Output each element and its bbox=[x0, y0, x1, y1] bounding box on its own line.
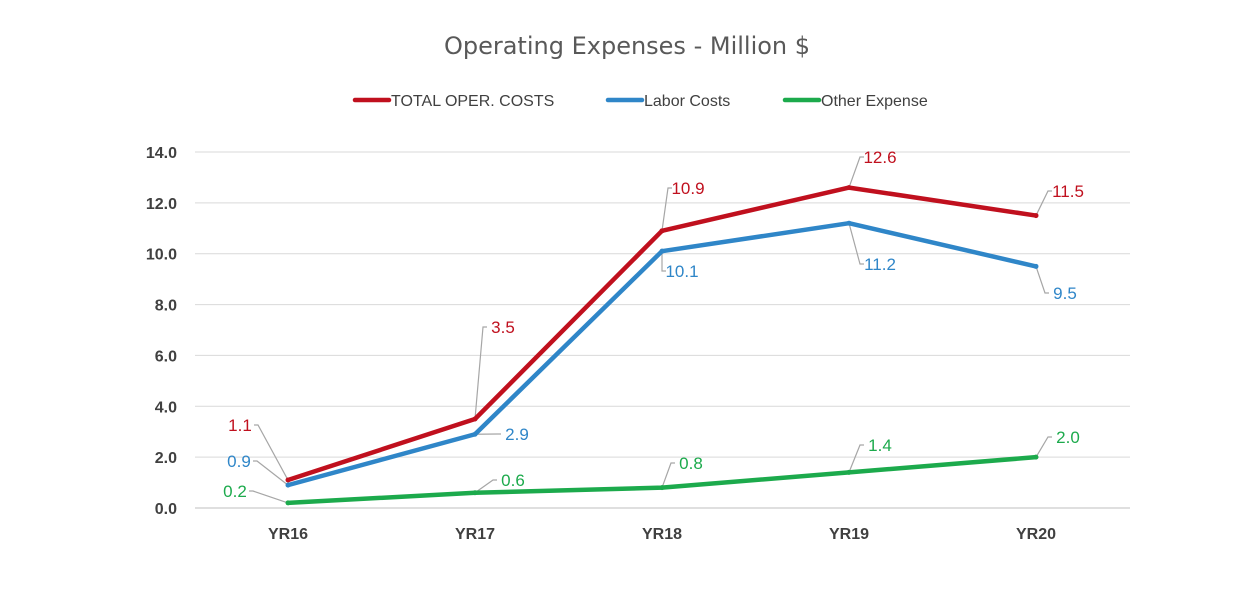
data-label: 11.2 bbox=[864, 255, 896, 274]
data-label: 1.1 bbox=[228, 416, 252, 435]
data-label: 3.5 bbox=[491, 318, 515, 337]
data-label: 1.4 bbox=[868, 436, 892, 455]
data-point bbox=[660, 485, 665, 490]
leader-line bbox=[849, 157, 864, 188]
x-tick-label: YR17 bbox=[455, 526, 495, 543]
x-tick-label: YR18 bbox=[642, 526, 682, 543]
leader-line bbox=[662, 463, 675, 488]
y-tick-label: 0.0 bbox=[155, 501, 177, 518]
data-point bbox=[1034, 264, 1039, 269]
legend-label: Labor Costs bbox=[644, 93, 730, 110]
gridlines bbox=[195, 152, 1130, 508]
data-point bbox=[847, 185, 852, 190]
x-axis: YR16 YR17 YR18 YR19 YR20 bbox=[268, 526, 1056, 543]
legend-item: Labor Costs bbox=[608, 93, 730, 110]
y-tick-label: 4.0 bbox=[155, 399, 177, 416]
x-tick-label: YR16 bbox=[268, 526, 308, 543]
y-tick-label: 12.0 bbox=[146, 196, 177, 213]
data-point bbox=[847, 470, 852, 475]
data-label: 9.5 bbox=[1053, 284, 1077, 303]
data-label: 2.0 bbox=[1056, 428, 1080, 447]
y-tick-label: 2.0 bbox=[155, 450, 177, 467]
y-tick-label: 6.0 bbox=[155, 348, 177, 365]
data-label: 11.5 bbox=[1052, 182, 1084, 201]
data-label: 0.6 bbox=[501, 471, 525, 490]
data-point bbox=[660, 249, 665, 254]
y-tick-label: 14.0 bbox=[146, 145, 177, 162]
data-label: 0.8 bbox=[679, 454, 703, 473]
data-label: 2.9 bbox=[505, 425, 529, 444]
leader-line bbox=[249, 491, 288, 503]
series-line bbox=[288, 457, 1036, 503]
leader-lines bbox=[249, 157, 1052, 503]
data-label: 0.9 bbox=[227, 452, 251, 471]
data-point bbox=[473, 490, 478, 495]
leader-line bbox=[1036, 266, 1049, 293]
y-tick-label: 10.0 bbox=[146, 247, 177, 264]
data-point bbox=[286, 478, 291, 483]
leader-line bbox=[849, 445, 864, 472]
chart-title: Operating Expenses - Million $ bbox=[444, 32, 810, 60]
x-tick-label: YR20 bbox=[1016, 526, 1056, 543]
data-point bbox=[660, 228, 665, 233]
legend-label: Other Expense bbox=[821, 93, 928, 110]
data-label: 12.6 bbox=[863, 148, 896, 167]
legend-label: TOTAL OPER. COSTS bbox=[391, 93, 554, 110]
leader-line bbox=[1036, 437, 1052, 457]
leader-line bbox=[253, 461, 288, 485]
data-labels: 1.1 3.5 10.9 12.6 11.5 0.9 2.9 10.1 11.2 9.5 0.2 0.… bbox=[223, 148, 1084, 501]
leader-line bbox=[475, 327, 487, 419]
data-point bbox=[473, 432, 478, 437]
data-label: 0.2 bbox=[223, 482, 247, 501]
data-point bbox=[1034, 213, 1039, 218]
data-point bbox=[473, 417, 478, 422]
data-point bbox=[286, 483, 291, 488]
legend: TOTAL OPER. COSTS Labor Costs Other Expens… bbox=[355, 93, 928, 110]
data-label: 10.1 bbox=[665, 262, 698, 281]
legend-item: Other Expense bbox=[785, 93, 928, 110]
data-point bbox=[1034, 455, 1039, 460]
data-label: 10.9 bbox=[671, 179, 704, 198]
y-tick-label: 8.0 bbox=[155, 298, 177, 315]
y-axis: 0.0 2.0 4.0 6.0 8.0 10.0 12.0 14.0 bbox=[146, 145, 177, 518]
data-point bbox=[286, 500, 291, 505]
leader-line bbox=[849, 223, 864, 264]
legend-item: TOTAL OPER. COSTS bbox=[355, 93, 554, 110]
x-tick-label: YR19 bbox=[829, 526, 869, 543]
data-point bbox=[847, 221, 852, 226]
